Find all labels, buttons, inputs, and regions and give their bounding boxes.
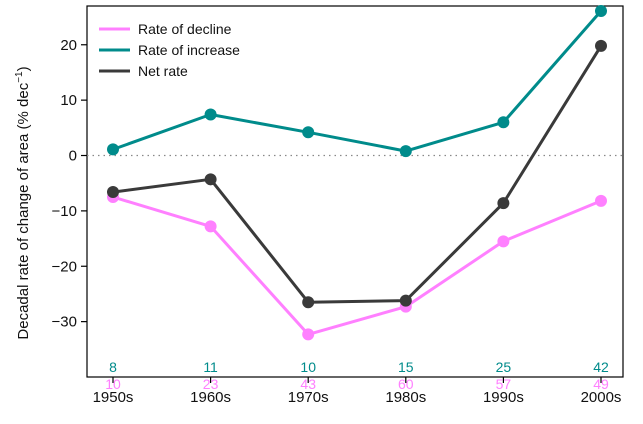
count-label-decline: 49 [593,376,609,392]
data-point [302,328,315,341]
count-label-decline: 60 [398,376,414,392]
y-tick-label: −20 [52,258,77,275]
count-label-increase: 42 [593,359,609,375]
count-label-decline: 23 [203,376,219,392]
data-point [204,108,217,121]
legend-label: Rate of increase [138,42,240,58]
data-point [204,220,217,233]
y-tick-label: 10 [60,92,77,109]
series-rate-of-decline [107,191,607,341]
data-point [497,197,510,210]
legend: Rate of decline Rate of increase Net rate [99,21,240,79]
x-tick-label: 1970s [288,389,329,406]
series-line [112,45,603,304]
data-point [302,296,315,309]
series-line [112,195,602,336]
plot-layer: −30 −20 −10 0 10 20 1950s 1960s 1970s 1980s 1990s 2… [52,4,624,406]
x-tick-label: 2000s [581,389,622,406]
y-tick-label: −30 [52,314,77,331]
count-label-decline: 10 [105,376,121,392]
count-label-increase: 8 [109,359,117,375]
y-tick-label: 20 [60,37,77,54]
x-tick-label: 1980s [385,389,426,406]
series-line [112,10,603,153]
series-net-rate [107,39,607,309]
y-axis-title-main: Decadal rate of change of area (% dec [15,82,32,339]
y-axis-title: Decadal rate of change of area (% dec−1) [14,66,32,339]
data-point [497,235,510,248]
data-point [595,39,607,52]
plot-frame [86,5,624,378]
y-tick-label: −10 [52,203,77,220]
series-rate-of-increase [107,4,607,158]
data-point [497,116,510,129]
data-point [399,294,412,307]
data-point [399,145,412,158]
count-label-increase: 11 [203,359,218,375]
data-point [595,4,607,17]
x-tick-label: 1960s [190,389,231,406]
legend-label: Rate of decline [138,21,232,37]
data-point [107,186,119,199]
y-tick-label: 0 [69,148,77,165]
x-tick-label: 1950s [93,389,134,406]
count-label-increase: 15 [398,359,414,375]
data-point [302,126,315,139]
data-point [107,143,119,156]
count-label-decline: 57 [496,376,512,392]
count-label-increase: 10 [300,359,316,375]
count-label-decline: 43 [300,376,316,392]
y-axis-title-end: ) [15,66,32,71]
count-label-increase: 25 [496,359,512,375]
legend-label: Net rate [138,63,188,79]
data-point [595,194,607,207]
data-point [204,173,217,186]
x-tick-label: 1990s [483,389,524,406]
y-axis-title-superscript: −1 [14,71,25,83]
